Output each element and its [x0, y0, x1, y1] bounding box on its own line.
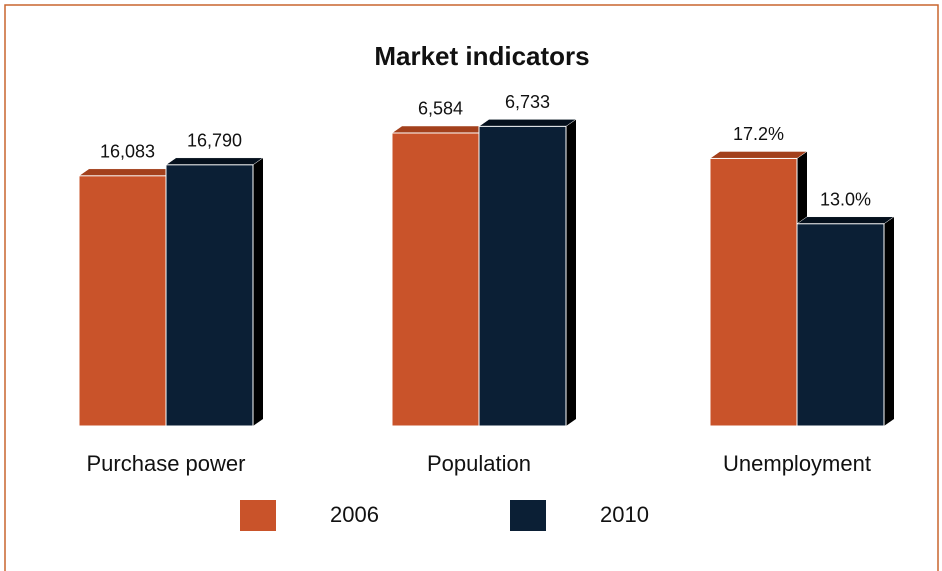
- bar-top: [478, 119, 577, 127]
- bar: [391, 132, 480, 427]
- bar: [709, 157, 798, 427]
- bar-top: [165, 157, 264, 166]
- bar-top: [709, 151, 808, 159]
- legend-label: 2006: [330, 502, 379, 527]
- x-tick-label: Purchase power: [87, 451, 246, 476]
- bar-side: [253, 157, 263, 427]
- x-tick-label: Population: [427, 451, 531, 476]
- data-label: 16,083: [100, 142, 155, 162]
- bar: [478, 125, 567, 427]
- bar-top: [391, 125, 490, 134]
- bar: [796, 223, 885, 427]
- legend-label: 2010: [600, 502, 649, 527]
- legend-swatch: [240, 500, 276, 531]
- data-label: 16,790: [187, 131, 242, 151]
- chart-title: Market indicators: [374, 41, 589, 71]
- bar: [165, 164, 254, 427]
- bar: [78, 175, 167, 427]
- frame: [4, 4, 939, 571]
- legend-swatch: [510, 500, 546, 531]
- x-tick-label: Unemployment: [723, 451, 871, 476]
- bar-top: [78, 168, 177, 177]
- bar-top: [796, 216, 895, 225]
- data-label: 6,733: [505, 92, 550, 112]
- bar-side: [566, 119, 576, 427]
- data-label: 13.0%: [820, 190, 871, 210]
- bar-side: [884, 216, 894, 426]
- data-label: 17.2%: [733, 124, 784, 144]
- data-label: 6,584: [418, 99, 463, 119]
